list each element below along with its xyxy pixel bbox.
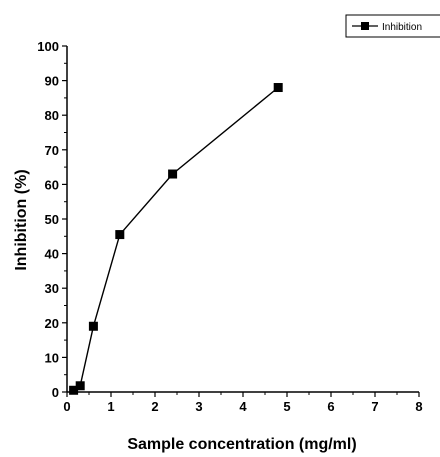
data-point-marker	[168, 169, 178, 179]
x-tick-label: 8	[415, 399, 422, 414]
x-tick-label: 5	[283, 399, 290, 414]
y-tick-label: 50	[45, 212, 59, 227]
x-tick-label: 7	[371, 399, 378, 414]
legend-box	[345, 14, 440, 38]
x-tick-label: 6	[327, 399, 334, 414]
y-tick-label: 80	[45, 108, 59, 123]
y-tick-label: 0	[52, 385, 59, 400]
y-tick-label: 70	[45, 143, 59, 158]
axes	[66, 46, 419, 393]
legend: Inhibition	[345, 14, 440, 38]
x-tick-label: 3	[195, 399, 202, 414]
x-tick-label: 2	[151, 399, 158, 414]
y-tick-label: 90	[45, 74, 59, 89]
x-tick-label: 4	[239, 399, 247, 414]
y-tick-label: 60	[45, 177, 59, 192]
y-ticks: 0 10 20 30 40 50 60 70 80 90 100	[37, 39, 67, 400]
x-tick-label: 1	[107, 399, 114, 414]
data-point-marker	[69, 385, 79, 395]
y-tick-label: 30	[45, 281, 59, 296]
data-point-marker	[88, 321, 98, 331]
series-line	[73, 86, 279, 391]
legend-marker-sample	[361, 22, 369, 30]
y-axis-title: Inhibition (%)	[13, 169, 30, 270]
x-axis-title: Sample concentration (mg/ml)	[127, 436, 356, 453]
data-point-marker	[115, 230, 125, 240]
x-tick-label: 0	[63, 399, 70, 414]
x-ticks: 0 1 2 3 4 5 6 7 8	[63, 392, 423, 414]
y-tick-label: 100	[37, 39, 59, 54]
series	[69, 83, 283, 395]
y-tick-label: 20	[45, 316, 59, 331]
legend-label: Inhibition	[382, 22, 422, 33]
data-point-marker	[75, 381, 85, 391]
y-tick-label: 40	[45, 247, 59, 262]
data-point-marker	[273, 83, 283, 93]
y-tick-label: 10	[45, 350, 59, 365]
